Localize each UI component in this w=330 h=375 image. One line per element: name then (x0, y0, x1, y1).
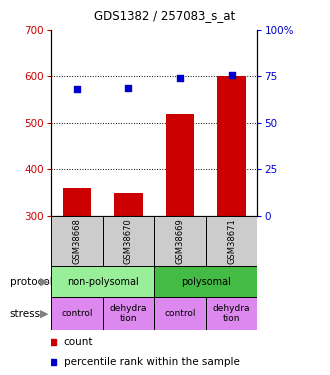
Text: dehydra
tion: dehydra tion (110, 304, 147, 323)
Bar (51, 266, 154, 297)
Bar (154, 297, 206, 330)
Bar (206, 216, 257, 266)
Text: percentile rank within the sample: percentile rank within the sample (63, 357, 239, 367)
Text: GDS1382 / 257083_s_at: GDS1382 / 257083_s_at (94, 9, 236, 22)
Text: ▶: ▶ (40, 309, 49, 319)
Bar (206, 297, 257, 330)
Text: GSM38670: GSM38670 (124, 218, 133, 264)
Text: non-polysomal: non-polysomal (67, 277, 139, 287)
Text: control: control (164, 309, 196, 318)
Bar (103, 297, 154, 330)
Point (126, 84, 131, 90)
Text: ▶: ▶ (40, 277, 49, 287)
Bar (51, 297, 103, 330)
Text: polysomal: polysomal (181, 277, 231, 287)
Bar (217, 76, 246, 216)
Bar (51, 216, 103, 266)
Text: GSM38671: GSM38671 (227, 218, 236, 264)
Bar (114, 194, 143, 216)
Bar (63, 188, 91, 216)
Point (178, 75, 183, 81)
Text: count: count (63, 336, 93, 346)
Text: GSM38668: GSM38668 (72, 218, 82, 264)
Bar (166, 114, 194, 216)
Point (229, 72, 234, 78)
Point (74, 86, 80, 92)
Text: dehydra
tion: dehydra tion (213, 304, 250, 323)
Text: protocol: protocol (10, 277, 53, 287)
Bar (154, 216, 206, 266)
Text: GSM38669: GSM38669 (176, 218, 184, 264)
Bar (154, 266, 257, 297)
Text: control: control (61, 309, 93, 318)
Bar (103, 216, 154, 266)
Text: stress: stress (10, 309, 41, 319)
